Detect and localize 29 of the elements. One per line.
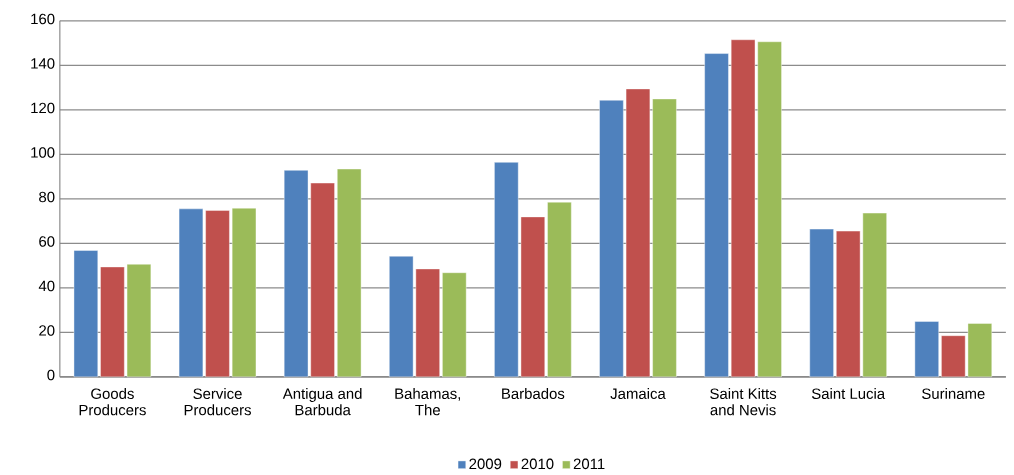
y-tick-label: 80 [39,191,55,203]
y-tick-label: 40 [38,280,55,292]
x-tick-label: Barbados [502,388,565,400]
y-tick-label: 0 [47,369,55,381]
bar [231,208,257,378]
legend-label: 2009 [469,458,502,470]
bar [442,272,467,378]
bar [914,321,939,378]
x-tick-label: Jamaica [610,388,666,400]
x-tick-label: Suriname [922,388,985,400]
y-tick-label: 160 [31,13,55,25]
bar [704,53,729,378]
y-tick-label: 60 [39,236,55,247]
legend-label: 2011 [573,458,605,470]
x-tick-label: Service Producers [184,388,251,416]
bar [337,168,362,378]
legend-label: 2010 [521,458,554,470]
bar [73,250,98,378]
x-tick-label: Antigua and Barbuda [282,388,362,416]
y-tick-label: 20 [39,325,55,336]
x-tick-label: Goods Producers [79,388,146,416]
x-tick-label: Saint Lucia [811,388,886,400]
y-tick-label: 100 [31,147,55,158]
x-tick-label: Saint Kitts and Nevis [710,388,777,416]
x-tick-label: Bahamas, The [395,388,461,416]
y-tick-label: 140 [31,58,55,69]
bar [809,228,834,378]
bar [547,202,572,378]
y-tick-label: 120 [31,102,55,114]
